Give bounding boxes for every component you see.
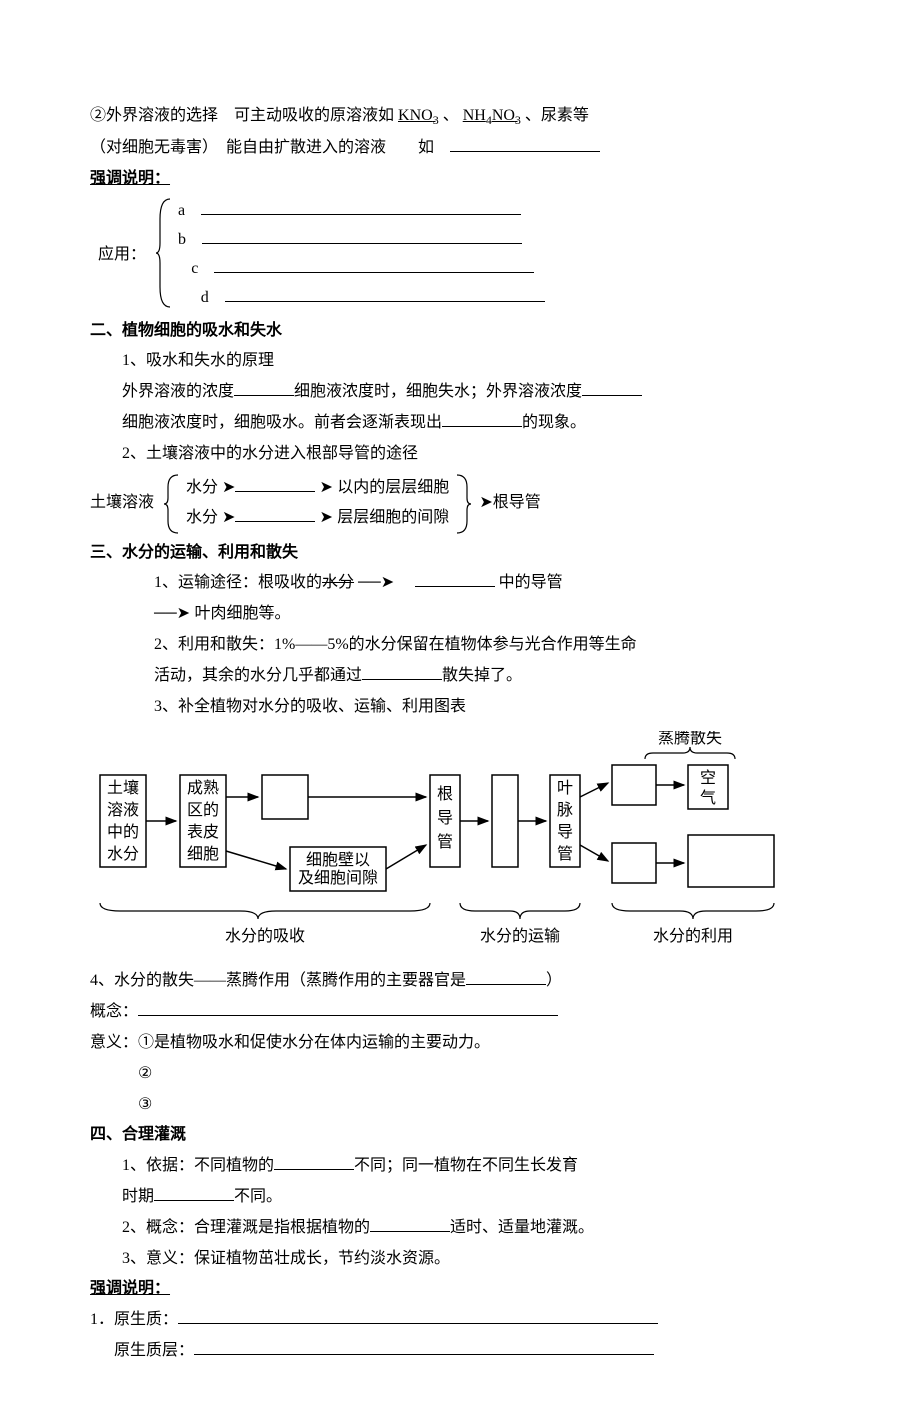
- blank: [201, 198, 521, 215]
- s3-2a: 2、利用和散失：1%——5%的水分保留在植物体参与光合作用等生命: [90, 631, 830, 660]
- svg-text:成熟: 成熟: [187, 779, 219, 797]
- svg-text:脉: 脉: [557, 801, 573, 819]
- arrow-right-icon: ➤: [222, 509, 235, 526]
- application-bracket: 应用： a b c d: [90, 197, 830, 312]
- svg-text:根: 根: [437, 785, 453, 803]
- root-vessel-label: 根导管: [493, 489, 541, 518]
- blank: [225, 285, 545, 302]
- chem-kno3: KNO3: [398, 107, 439, 124]
- blank: [214, 256, 534, 273]
- blank: [370, 1215, 450, 1232]
- text: ②外界溶液的选择 可主动吸收的原溶液如: [90, 107, 398, 124]
- text: 、尿素等: [525, 107, 589, 124]
- svg-text:导: 导: [557, 823, 573, 841]
- svg-text:水分: 水分: [107, 845, 139, 863]
- svg-text:气: 气: [700, 789, 716, 807]
- s3-1c: ──➤ 叶肉细胞等。: [90, 600, 830, 629]
- heading-2: 二、植物细胞的吸水和失水: [90, 317, 830, 346]
- pathway-bottom: 水分 ➤ ➤ 层层细胞的间隙: [180, 503, 449, 533]
- blank: [234, 379, 294, 396]
- svg-text:叶: 叶: [557, 779, 573, 797]
- svg-text:溶液: 溶液: [107, 801, 139, 819]
- blank: [466, 968, 546, 985]
- pathway-top: 水分 ➤ ➤ 以内的层层细胞: [180, 473, 449, 503]
- blank: [202, 227, 522, 244]
- s4-4: ②: [90, 1060, 830, 1089]
- s5-3: 3、意义：保证植物茁壮成长，节约淡水资源。: [90, 1245, 830, 1274]
- blank: [450, 135, 600, 152]
- blank: [154, 1184, 234, 1201]
- s2-1: 1、吸水和失水的原理: [90, 347, 830, 376]
- s5-1: 1、依据：不同植物的不同；同一植物在不同生长发育: [90, 1152, 830, 1181]
- svg-text:细胞壁以: 细胞壁以: [306, 850, 370, 869]
- s6-1: 1．原生质：: [90, 1306, 830, 1335]
- s5-1c: 时期不同。: [90, 1183, 830, 1212]
- svg-text:管: 管: [437, 833, 453, 851]
- chem-nh4no3: NH4NO3: [463, 107, 521, 124]
- blank: [274, 1153, 354, 1170]
- svg-text:区的: 区的: [187, 801, 219, 819]
- svg-text:及细胞间隙: 及细胞间隙: [298, 869, 378, 887]
- apply-label: 应用：: [90, 197, 154, 312]
- line-solution-choice: ②外界溶液的选择 可主动吸收的原溶液如 KNO3 、 NH4NO3 、尿素等: [90, 102, 830, 132]
- blank: [442, 410, 522, 427]
- arrow-right-icon: ➤: [479, 489, 492, 518]
- text: （对细胞无毒害） 能自由扩散进入的溶液 如: [90, 139, 450, 156]
- sep: 、: [443, 107, 459, 124]
- blank: [194, 1338, 654, 1355]
- s3-3: 3、补全植物对水分的吸收、运输、利用图表: [90, 693, 830, 722]
- s4-1: 4、水分的散失——蒸腾作用（蒸腾作用的主要器官是）: [90, 967, 830, 996]
- s4-2: 概念：: [90, 998, 830, 1027]
- blank: [362, 663, 442, 680]
- apply-item-c: c: [172, 255, 545, 284]
- soil-label: 土壤溶液: [90, 473, 162, 535]
- s5-2: 2、概念：合理灌溉是指根据植物的适时、适量地灌溉。: [90, 1214, 830, 1243]
- line-diffusion: （对细胞无毒害） 能自由扩散进入的溶液 如: [90, 134, 830, 163]
- heading-3: 三、水分的运输、利用和散失: [90, 539, 830, 568]
- svg-text:空: 空: [700, 769, 716, 787]
- s2-4: 2、土壤溶液中的水分进入根部导管的途径: [90, 440, 830, 469]
- arrow-right-icon: ➤: [319, 509, 337, 526]
- apply-item-a: a: [172, 197, 545, 226]
- brace-left-icon: [154, 197, 172, 309]
- blank: [415, 570, 495, 587]
- soil-pathway: 土壤溶液 水分 ➤ ➤ 以内的层层细胞 水分 ➤ ➤ 层层细胞的间隙: [90, 473, 830, 535]
- arrow-right-icon: ➤: [222, 479, 235, 496]
- cap-use: 水分的利用: [653, 927, 733, 945]
- heading-4: 四、合理灌溉: [90, 1121, 830, 1150]
- s3-2b: 活动，其余的水分几乎都通过散失掉了。: [90, 662, 830, 691]
- apply-item-d: d: [172, 284, 545, 313]
- brace-right-icon: [455, 473, 473, 535]
- heading-emphasis-2: 强调说明：: [90, 1275, 830, 1304]
- svg-text:管: 管: [557, 845, 573, 863]
- s2-3: 细胞液浓度时，细胞吸水。前者会逐渐表现出的现象。: [90, 409, 830, 438]
- evap-label: 蒸腾散失: [658, 731, 722, 747]
- svg-text:表皮: 表皮: [187, 823, 219, 841]
- s4-3: 意义：①是植物吸水和促使水分在体内运输的主要动力。: [90, 1029, 830, 1058]
- blank: [235, 475, 315, 492]
- water-flowchart: 蒸腾散失 土壤 溶液 中的 水分 成熟 区的 表皮 细胞 细胞壁以 及细胞间隙 …: [90, 731, 830, 961]
- svg-text:中的: 中的: [107, 823, 139, 841]
- arrow-right-icon: ➤: [319, 479, 337, 496]
- blank: [582, 379, 642, 396]
- s2-2: 外界溶液的浓度细胞液浓度时，细胞失水；外界溶液浓度: [90, 378, 830, 407]
- cap-absorb: 水分的吸收: [225, 927, 305, 945]
- svg-text:导: 导: [437, 809, 453, 827]
- svg-text:细胞: 细胞: [187, 845, 219, 863]
- brace-left-icon: [162, 473, 180, 535]
- blank: [235, 505, 315, 522]
- blank: [178, 1307, 658, 1324]
- arrow-right-icon: ──➤: [154, 605, 195, 622]
- heading-emphasis-1: 强调说明：: [90, 165, 830, 194]
- s6-2: 原生质层：: [90, 1337, 830, 1366]
- s3-1: 1、运输途径：根吸收的水分 ──➤ 中的导管: [90, 569, 830, 598]
- blank: [138, 999, 558, 1016]
- arrow-right-icon: ──➤: [358, 574, 399, 591]
- svg-text:土壤: 土壤: [107, 778, 139, 797]
- apply-item-b: b: [172, 226, 545, 255]
- s4-5: ③: [90, 1091, 830, 1120]
- cap-transport: 水分的运输: [480, 927, 560, 945]
